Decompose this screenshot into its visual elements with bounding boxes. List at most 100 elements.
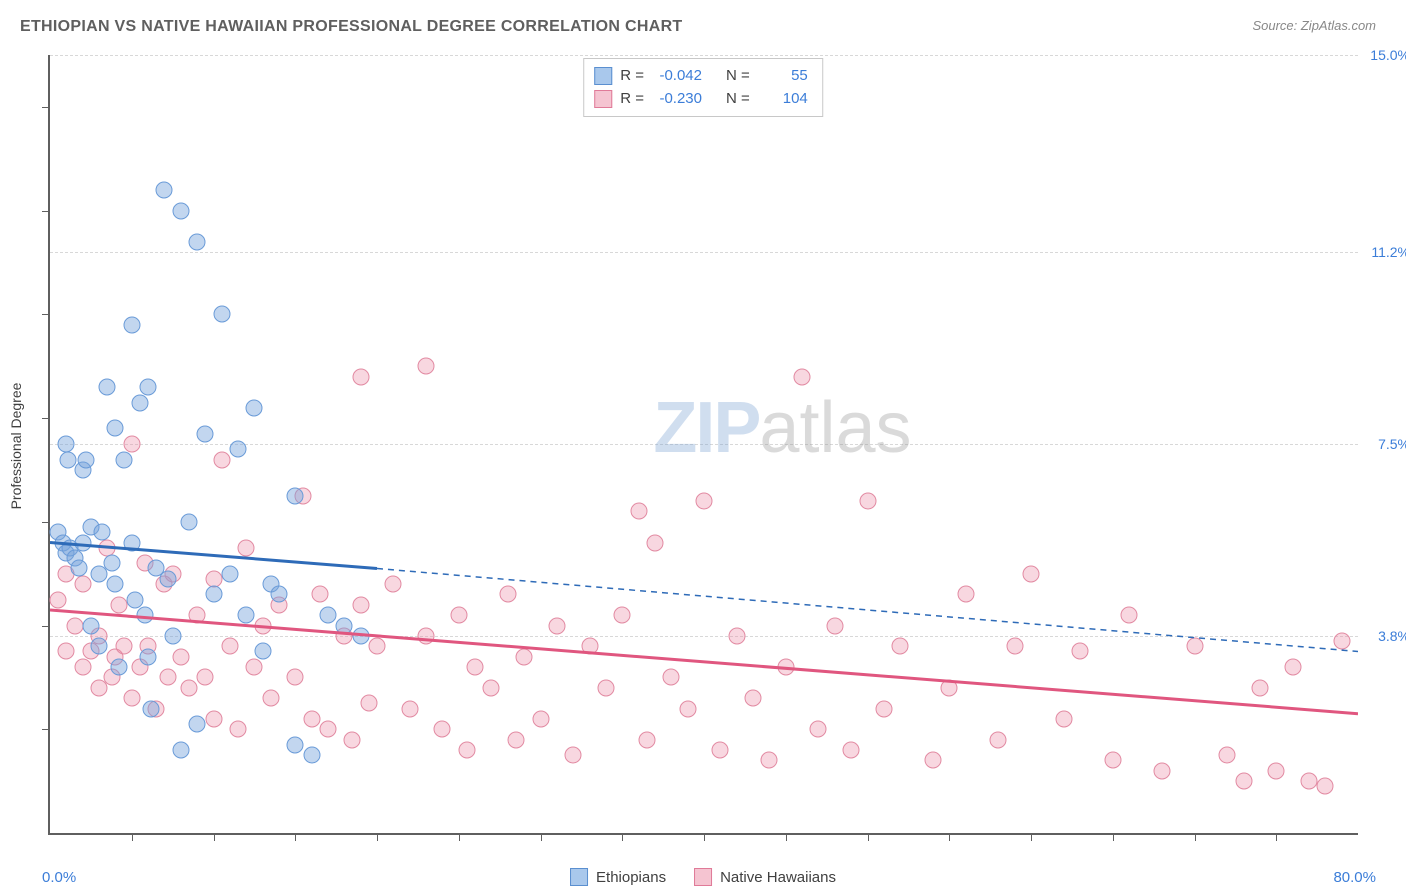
scatter-point-series2	[548, 617, 565, 634]
scatter-point-series1	[156, 181, 173, 198]
y-tick-label: 7.5%	[1378, 436, 1406, 452]
x-tick	[459, 833, 460, 841]
scatter-point-series2	[360, 695, 377, 712]
y-tick-label: 3.8%	[1378, 628, 1406, 644]
scatter-point-series2	[483, 679, 500, 696]
scatter-point-series2	[319, 721, 336, 738]
scatter-point-series1	[303, 747, 320, 764]
legend-label-2: Native Hawaiians	[720, 869, 836, 886]
scatter-point-series2	[794, 368, 811, 385]
scatter-point-series2	[1121, 607, 1138, 624]
scatter-point-series1	[123, 316, 140, 333]
scatter-point-series2	[663, 669, 680, 686]
stats-row-1: R = -0.042 N = 55	[594, 65, 808, 88]
x-axis-max: 80.0%	[1333, 869, 1376, 886]
scatter-point-series2	[197, 669, 214, 686]
legend-label-1: Ethiopians	[596, 869, 666, 886]
scatter-point-series2	[205, 710, 222, 727]
scatter-point-series2	[532, 710, 549, 727]
scatter-point-series2	[458, 742, 475, 759]
y-axis-label: Professional Degree	[8, 383, 24, 510]
scatter-point-series2	[467, 659, 484, 676]
scatter-point-series1	[127, 591, 144, 608]
scatter-point-series1	[336, 617, 353, 634]
scatter-point-series1	[352, 627, 369, 644]
scatter-point-series1	[197, 425, 214, 442]
scatter-point-series1	[270, 586, 287, 603]
scatter-point-series2	[630, 503, 647, 520]
scatter-point-series1	[287, 736, 304, 753]
scatter-point-series2	[401, 700, 418, 717]
scatter-point-series2	[221, 638, 238, 655]
scatter-point-series1	[136, 607, 153, 624]
scatter-point-series2	[450, 607, 467, 624]
stats-r-value-2: -0.230	[652, 88, 702, 111]
scatter-point-series1	[104, 555, 121, 572]
scatter-point-series2	[418, 358, 435, 375]
scatter-point-series2	[646, 534, 663, 551]
scatter-point-series2	[205, 570, 222, 587]
plot-area: ZIPatlas 3.8%7.5%11.2%15.0%	[48, 55, 1358, 835]
scatter-point-series2	[1104, 752, 1121, 769]
stats-swatch-1	[594, 67, 612, 85]
scatter-point-series2	[58, 643, 75, 660]
legend: Ethiopians Native Hawaiians	[570, 868, 836, 886]
scatter-point-series1	[94, 524, 111, 541]
scatter-point-series2	[957, 586, 974, 603]
scatter-point-series1	[140, 378, 157, 395]
y-tick	[42, 626, 50, 627]
scatter-point-series2	[1317, 778, 1334, 795]
scatter-point-series2	[303, 710, 320, 727]
watermark-atlas: atlas	[759, 388, 911, 468]
scatter-point-series2	[1300, 773, 1317, 790]
scatter-point-series2	[1251, 679, 1268, 696]
scatter-point-series1	[287, 487, 304, 504]
scatter-point-series1	[91, 638, 108, 655]
scatter-point-series2	[924, 752, 941, 769]
scatter-point-series2	[565, 747, 582, 764]
scatter-point-series1	[123, 534, 140, 551]
scatter-point-series1	[319, 607, 336, 624]
y-tick	[42, 418, 50, 419]
scatter-point-series2	[826, 617, 843, 634]
scatter-point-series2	[385, 576, 402, 593]
x-tick	[704, 833, 705, 841]
scatter-point-series2	[123, 690, 140, 707]
scatter-point-series2	[352, 368, 369, 385]
scatter-point-series2	[499, 586, 516, 603]
scatter-point-series1	[213, 306, 230, 323]
scatter-point-series1	[221, 565, 238, 582]
scatter-point-series2	[696, 493, 713, 510]
gridline	[50, 636, 1358, 637]
scatter-point-series2	[1055, 710, 1072, 727]
scatter-point-series1	[180, 513, 197, 530]
x-tick	[214, 833, 215, 841]
scatter-point-series1	[159, 570, 176, 587]
scatter-point-series2	[1235, 773, 1252, 790]
scatter-point-series2	[810, 721, 827, 738]
scatter-point-series2	[1023, 565, 1040, 582]
scatter-point-series2	[990, 731, 1007, 748]
scatter-point-series2	[74, 659, 91, 676]
scatter-point-series2	[434, 721, 451, 738]
scatter-point-series2	[110, 596, 127, 613]
scatter-point-series2	[1333, 633, 1350, 650]
scatter-point-series1	[74, 534, 91, 551]
scatter-point-series1	[107, 420, 124, 437]
scatter-point-series1	[172, 202, 189, 219]
scatter-point-series1	[82, 617, 99, 634]
stats-r-value-1: -0.042	[652, 65, 702, 88]
scatter-point-series2	[418, 627, 435, 644]
legend-item-2: Native Hawaiians	[694, 868, 836, 886]
x-axis-min: 0.0%	[42, 869, 76, 886]
scatter-point-series1	[131, 394, 148, 411]
scatter-point-series2	[238, 539, 255, 556]
source-attribution: Source: ZipAtlas.com	[1252, 18, 1376, 33]
x-tick	[377, 833, 378, 841]
y-tick	[42, 314, 50, 315]
scatter-point-series2	[254, 617, 271, 634]
scatter-point-series2	[1219, 747, 1236, 764]
scatter-point-series2	[597, 679, 614, 696]
x-tick	[622, 833, 623, 841]
scatter-point-series2	[262, 690, 279, 707]
